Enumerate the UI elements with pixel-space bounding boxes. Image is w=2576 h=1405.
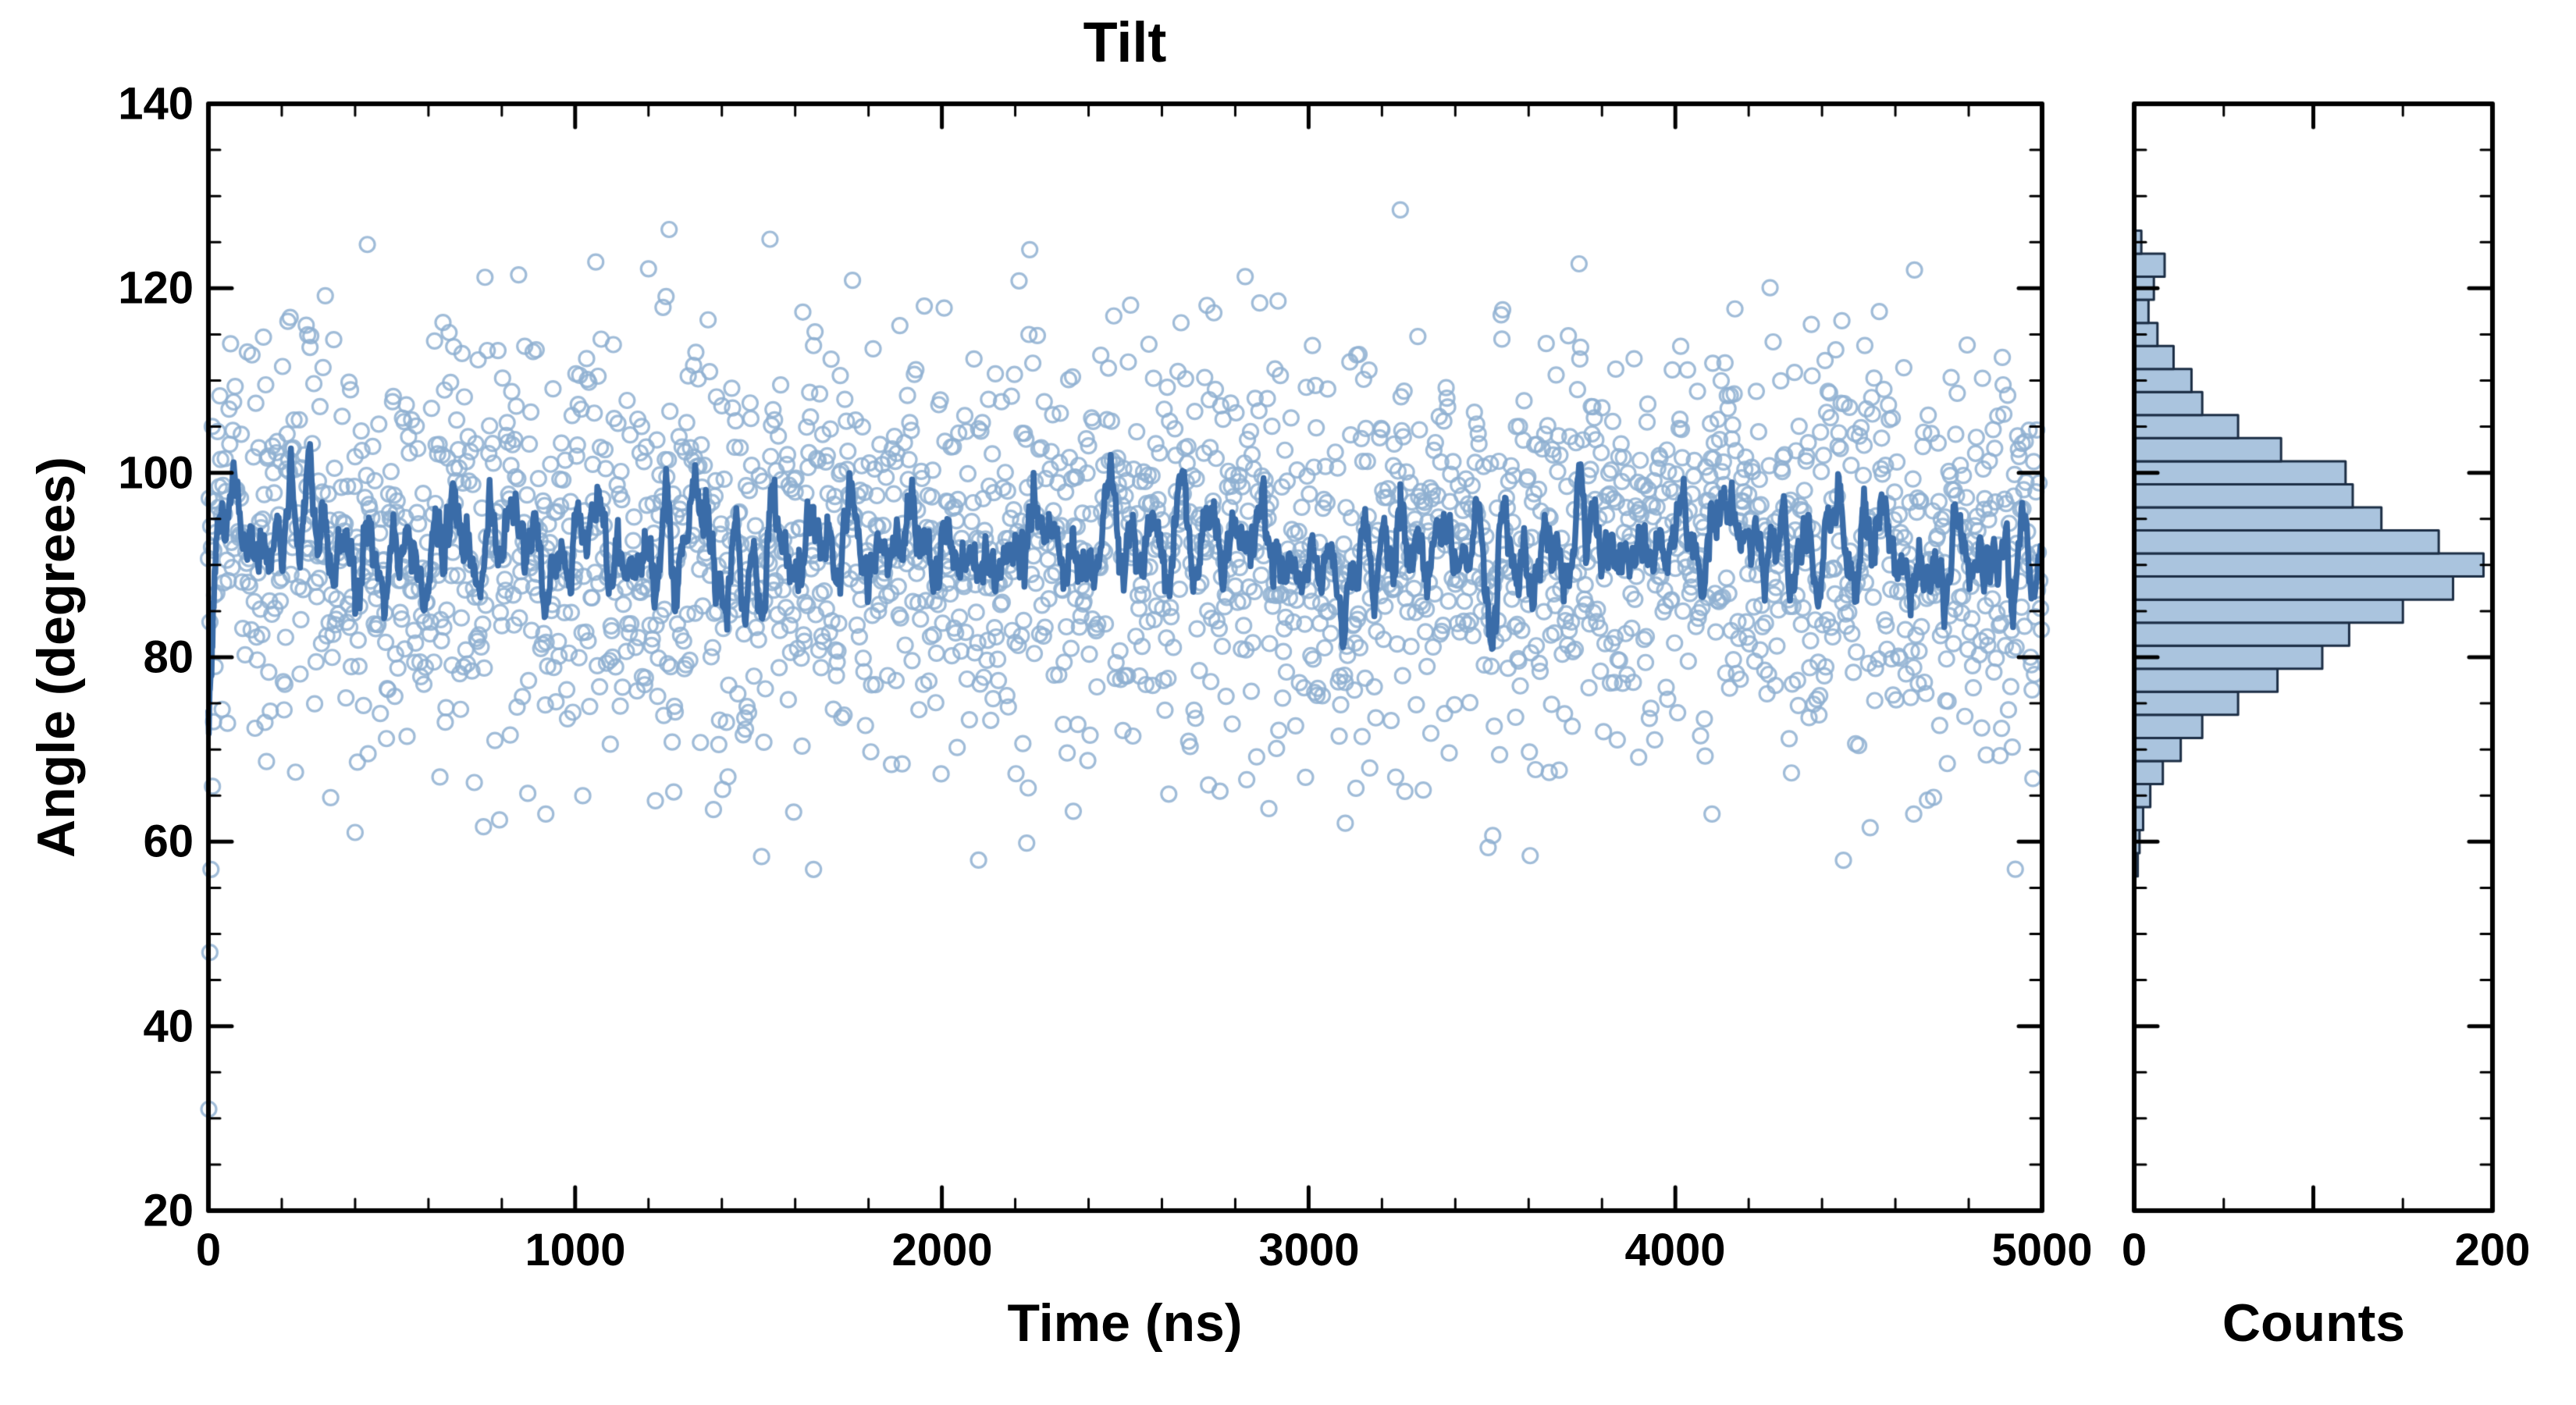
chart-title: Tilt (1083, 12, 1167, 74)
y-tick-40: 40 (143, 1001, 194, 1052)
x-tick-5000: 5000 (1991, 1225, 2093, 1275)
hist-axis-label: Counts (2222, 1293, 2406, 1353)
x-tick-0: 0 (195, 1225, 222, 1275)
y-tick-100: 100 (118, 447, 194, 499)
y-tick-20: 20 (143, 1185, 194, 1236)
hist-tick-0: 0 (2121, 1225, 2147, 1275)
x-tick-2000: 2000 (891, 1225, 993, 1275)
x-axis-label: Time (ns) (1007, 1293, 1243, 1353)
y-tick-80: 80 (143, 631, 194, 683)
y-axis-label: Angle (degrees) (27, 457, 86, 858)
y-tick-60: 60 (143, 816, 194, 867)
x-tick-3000: 3000 (1258, 1225, 1360, 1275)
y-tick-140: 140 (118, 78, 194, 130)
x-tick-4000: 4000 (1624, 1225, 1726, 1275)
y-tick-120: 120 (118, 262, 194, 314)
x-tick-1000: 1000 (525, 1225, 626, 1275)
hist-tick-200: 200 (2454, 1225, 2531, 1275)
